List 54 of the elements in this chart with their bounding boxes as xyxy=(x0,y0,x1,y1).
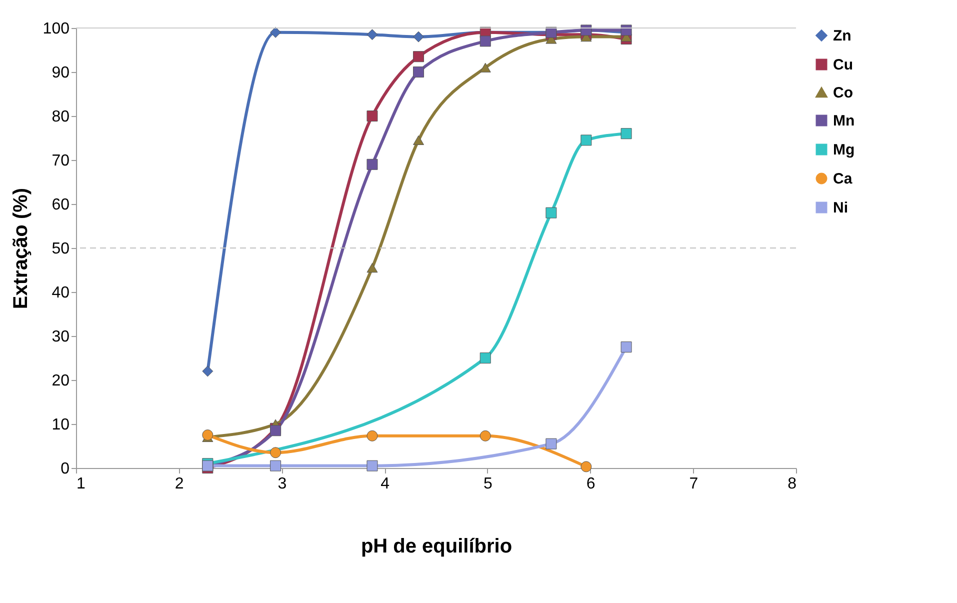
legend-label: Mn xyxy=(833,112,855,130)
x-tick-label: 5 xyxy=(483,476,492,492)
point xyxy=(202,366,214,377)
point xyxy=(270,425,282,436)
point xyxy=(413,51,424,62)
legend-label: Co xyxy=(833,84,853,102)
x-tick-label: 7 xyxy=(689,476,698,492)
point xyxy=(620,128,632,140)
point xyxy=(366,29,378,40)
y-tick-label: 30 xyxy=(52,328,70,346)
point xyxy=(270,447,282,458)
point xyxy=(480,430,491,442)
point xyxy=(546,438,557,450)
point xyxy=(480,352,491,364)
y-tick-label: 40 xyxy=(52,284,70,302)
y-tick-label: 70 xyxy=(52,152,70,170)
point xyxy=(580,134,592,146)
legend-label: Ca xyxy=(833,170,853,188)
point xyxy=(366,430,378,442)
point xyxy=(413,31,424,42)
point xyxy=(580,461,592,472)
point xyxy=(270,460,282,472)
x-tick-label: 8 xyxy=(788,476,797,492)
y-tick-label: 10 xyxy=(52,416,70,434)
point xyxy=(480,62,491,72)
legend-label: Cu xyxy=(833,56,853,74)
point xyxy=(620,342,632,352)
point xyxy=(202,430,214,440)
point xyxy=(546,207,557,218)
point xyxy=(366,263,378,273)
point xyxy=(366,460,378,472)
point xyxy=(366,158,378,170)
point xyxy=(413,135,424,145)
y-tick-label: 60 xyxy=(52,196,70,214)
y-tick-label: 50 xyxy=(52,240,70,258)
y-tick-label: 100 xyxy=(42,20,70,38)
x-tick-label: 4 xyxy=(380,476,390,492)
x-tick-label: 3 xyxy=(278,476,287,492)
y-tick-label: 20 xyxy=(52,372,70,390)
legend-label: Zn xyxy=(833,28,852,44)
x-tick-label: 2 xyxy=(174,476,184,492)
point xyxy=(366,110,378,122)
x-tick-label: 1 xyxy=(76,476,86,492)
y-tick-label: 80 xyxy=(52,108,70,126)
point xyxy=(413,66,424,78)
point xyxy=(270,26,282,38)
y-tick-label: 90 xyxy=(52,64,70,82)
x-tick-label: 6 xyxy=(586,476,596,492)
y-tick-label: 0 xyxy=(60,460,70,478)
legend-label: Mg xyxy=(833,142,855,158)
x-axis-title: pH de equilíbrio xyxy=(360,536,512,558)
point xyxy=(480,36,491,47)
y-axis-title: Extração (%) xyxy=(10,188,32,310)
legend-label: Ni xyxy=(833,200,848,216)
